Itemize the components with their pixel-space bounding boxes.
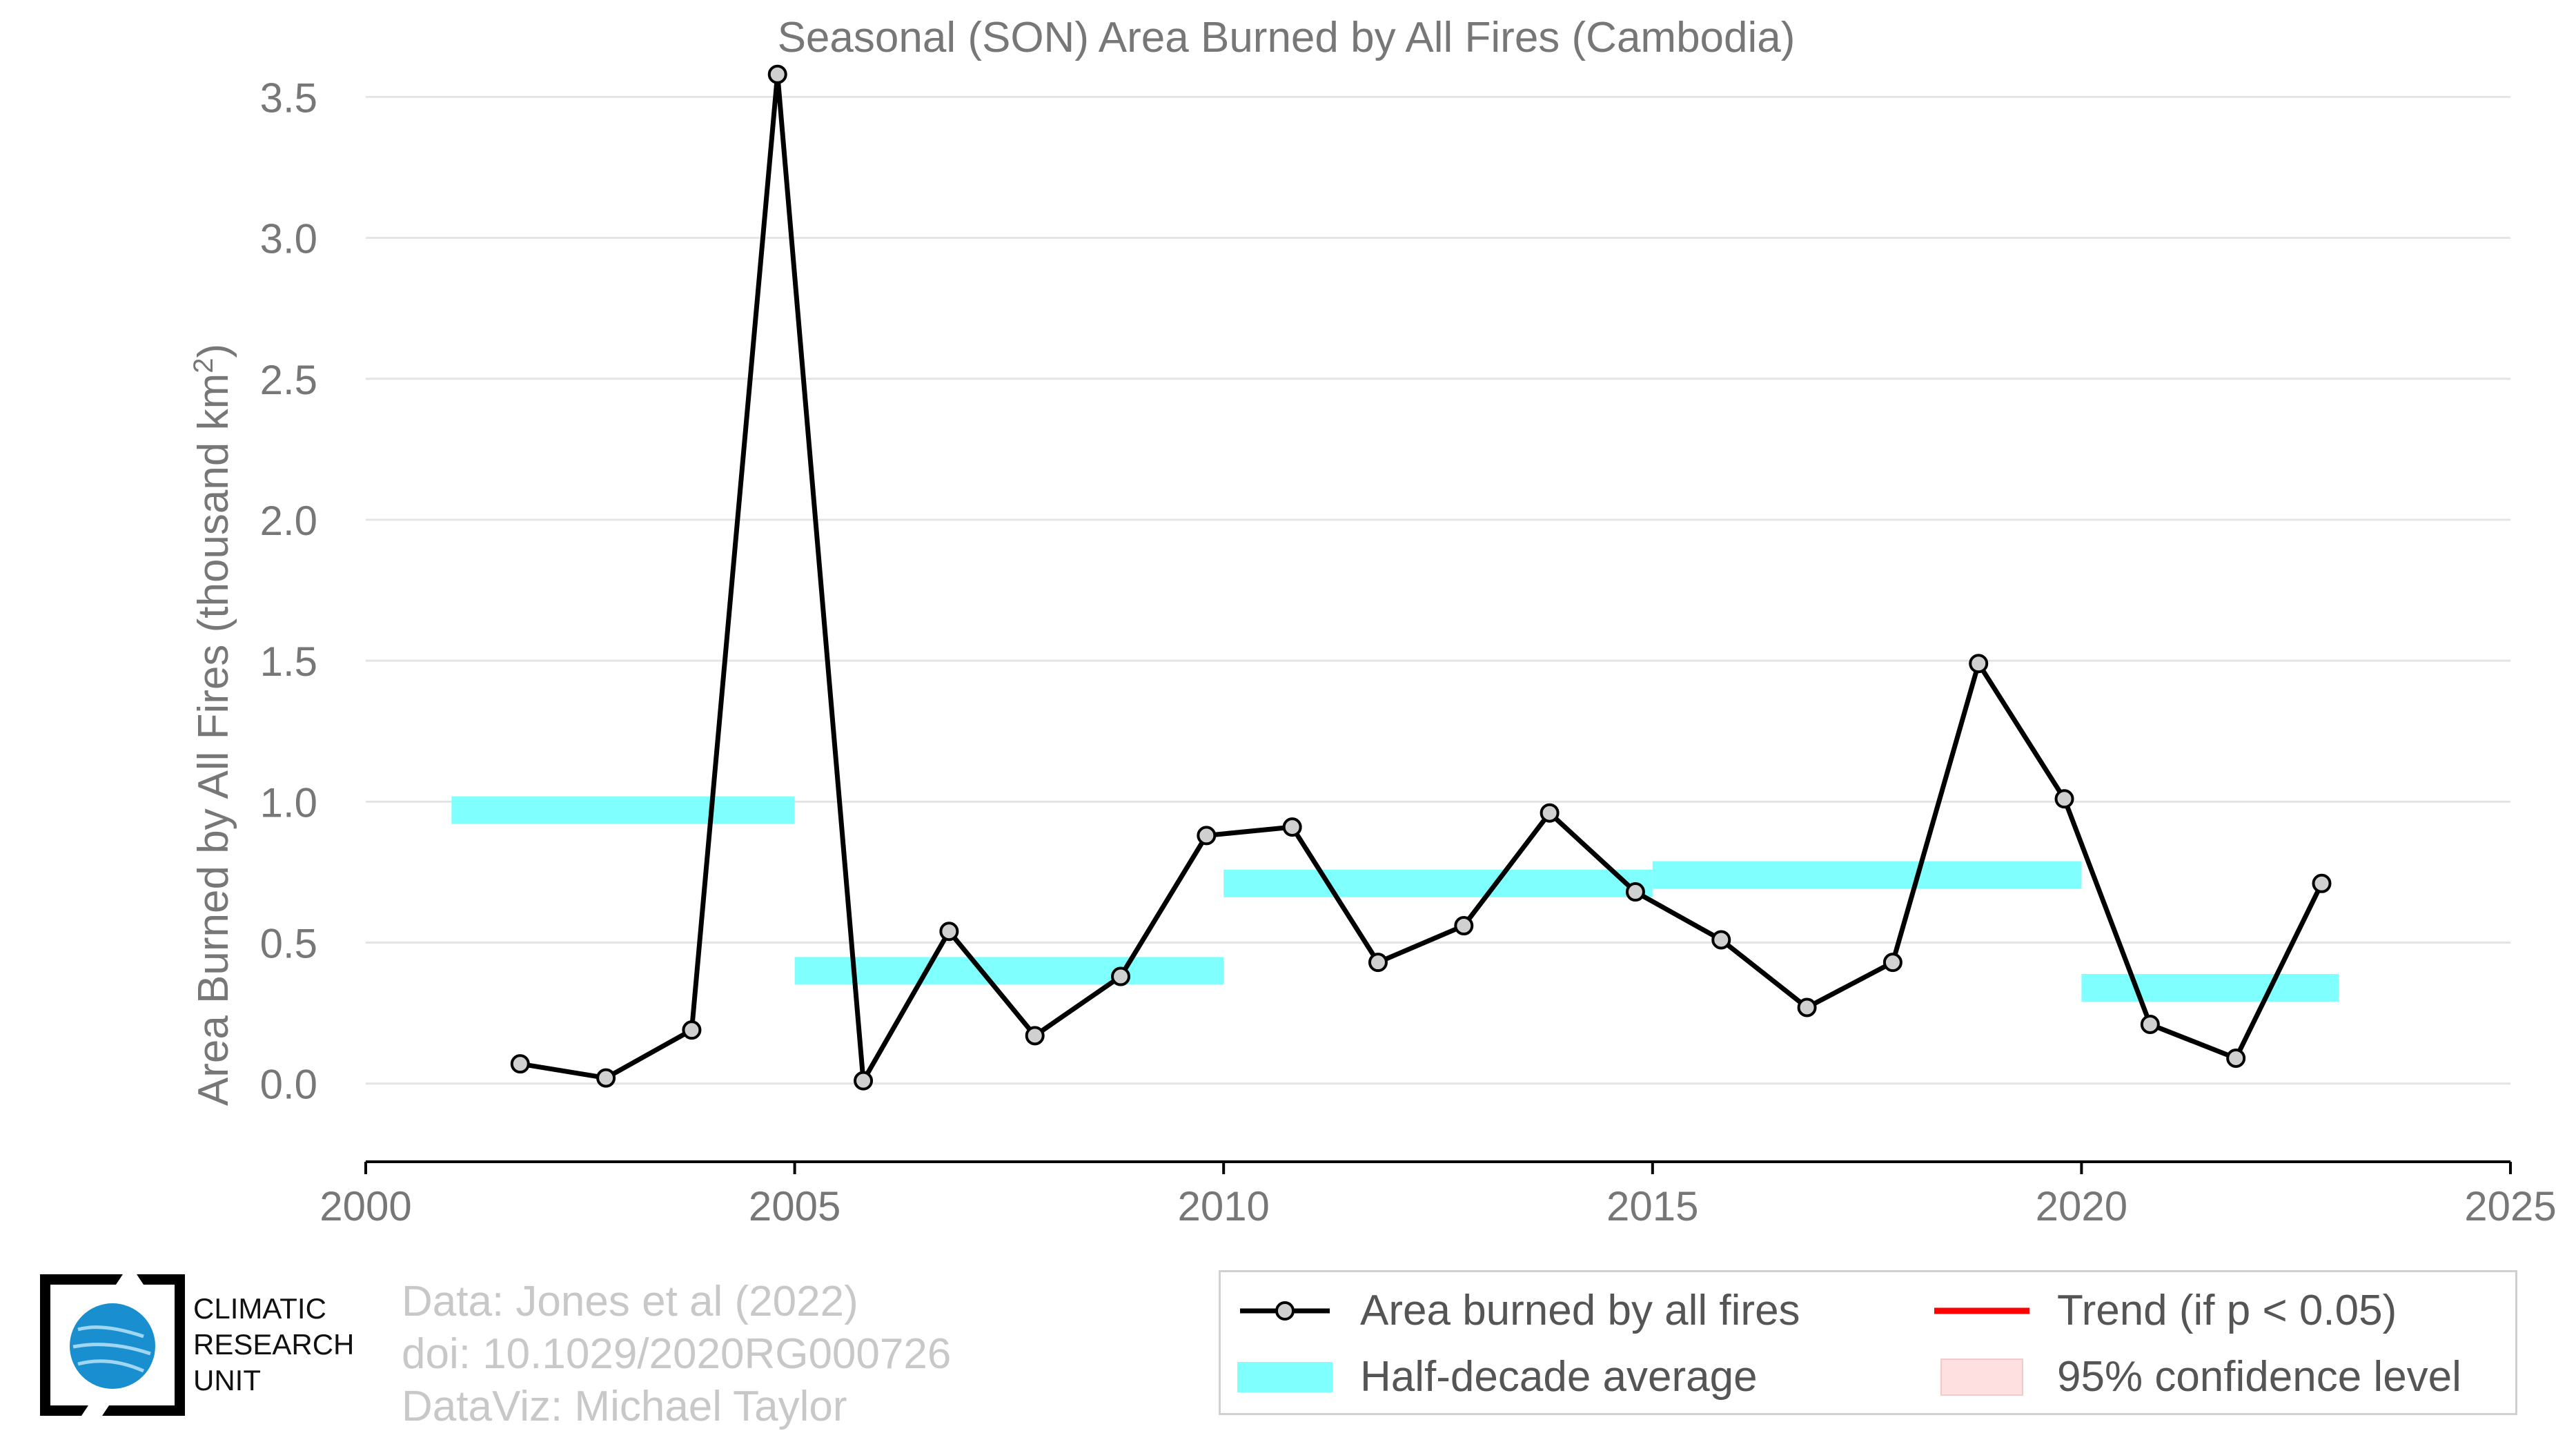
legend-line-marker-icon: [1237, 1290, 1333, 1332]
legend-label-average: Half-decade average: [1360, 1353, 1758, 1401]
data-point: [510, 1054, 530, 1074]
chart-title: Seasonal (SON) Area Burned by All Fires …: [778, 14, 1796, 61]
data-point: [1111, 966, 1131, 986]
y-tick-label: 3.0: [260, 216, 317, 262]
half-decade-bars: [451, 796, 2339, 1002]
x-tick-label: 2020: [2036, 1183, 2127, 1229]
y-axis-label-end: ): [190, 344, 237, 358]
data-point: [1625, 882, 1645, 902]
y-axis-label-sup: 2: [188, 358, 219, 373]
data-point: [939, 922, 959, 942]
series-area-burned: [510, 64, 2332, 1091]
logo-line-2: RESEARCH: [193, 1328, 355, 1361]
half-decade-average-bar: [1223, 869, 1653, 897]
half-decade-average-bar: [451, 796, 795, 824]
legend-cyan-bar-icon: [1237, 1356, 1333, 1398]
logo-line-3: UNIT: [193, 1364, 261, 1396]
data-point: [1882, 953, 1902, 973]
data-point: [1711, 930, 1731, 950]
data-point: [1454, 916, 1474, 936]
data-point: [767, 64, 787, 84]
legend-item-ci: 95% confidence level: [1934, 1352, 2461, 1401]
data-point: [682, 1020, 702, 1040]
legend-red-line-icon: [1934, 1290, 2029, 1332]
legend-label-series: Area burned by all fires: [1360, 1287, 1800, 1334]
x-tick-label: 2025: [2464, 1183, 2556, 1229]
data-point: [1282, 817, 1302, 837]
data-point: [2140, 1014, 2160, 1034]
y-axis-label: Area Burned by All Fires (thousand km2): [188, 344, 237, 1106]
credit-data-source: Data: Jones et al (2022): [402, 1278, 858, 1325]
y-tick-label: 1.5: [260, 639, 317, 685]
x-tick-label: 2000: [319, 1183, 411, 1229]
x-tick-label: 2015: [1606, 1183, 1698, 1229]
legend-pink-band-icon: [1934, 1356, 2029, 1398]
x-axis: 2000 2005 2010 2015 2020 2025: [319, 1160, 2557, 1229]
data-point: [854, 1071, 874, 1091]
y-tick-label: 0.5: [260, 921, 317, 967]
legend-item-average: Half-decade average: [1237, 1352, 1758, 1401]
chart-legend: Area burned by all fires Half-decade ave…: [1219, 1270, 2517, 1415]
y-tick-label: 3.5: [260, 75, 317, 121]
data-point: [1797, 997, 1817, 1017]
logo-line-1: CLIMATIC: [193, 1292, 326, 1325]
x-tick-label: 2005: [749, 1183, 840, 1229]
data-point: [1025, 1026, 1045, 1046]
data-point: [1368, 953, 1388, 973]
legend-item-trend: Trend (if p < 0.05): [1934, 1286, 2397, 1335]
y-tick-labels: 0.0 0.5 1.0 1.5 2.0 2.5 3.0 3.5: [260, 75, 317, 1107]
credit-doi: doi: 10.1029/2020RG000726: [402, 1330, 952, 1378]
data-point: [2054, 789, 2074, 809]
y-tick-label: 1.0: [260, 779, 317, 826]
series-line: [520, 72, 2324, 1084]
half-decade-average-bar: [1652, 861, 2082, 889]
y-tick-label: 2.0: [260, 498, 317, 544]
cru-globe-icon: [40, 1274, 185, 1416]
y-axis-label-main: Area Burned by All Fires (thousand km: [190, 373, 237, 1106]
half-decade-average-bar: [2081, 973, 2339, 1002]
y-tick-label: 0.0: [260, 1062, 317, 1108]
data-point: [2312, 873, 2332, 893]
legend-label-ci: 95% confidence level: [2057, 1353, 2461, 1401]
data-point: [1197, 826, 1217, 846]
data-credits: Data: Jones et al (2022) doi: 10.1029/20…: [402, 1276, 951, 1433]
data-point: [596, 1068, 616, 1088]
data-point: [1969, 654, 1989, 674]
cru-logo-text: CLIMATIC RESEARCH UNIT: [193, 1291, 354, 1399]
data-point: [1540, 803, 1560, 823]
legend-item-series: Area burned by all fires: [1237, 1286, 1800, 1335]
credit-dataviz: DataViz: Michael Taylor: [402, 1383, 847, 1430]
cru-logo: [40, 1274, 185, 1416]
legend-label-trend: Trend (if p < 0.05): [2057, 1287, 2397, 1334]
y-tick-label: 2.5: [260, 357, 317, 403]
half-decade-average-bar: [794, 957, 1224, 985]
data-point: [2226, 1048, 2246, 1068]
x-tick-label: 2010: [1177, 1183, 1269, 1229]
